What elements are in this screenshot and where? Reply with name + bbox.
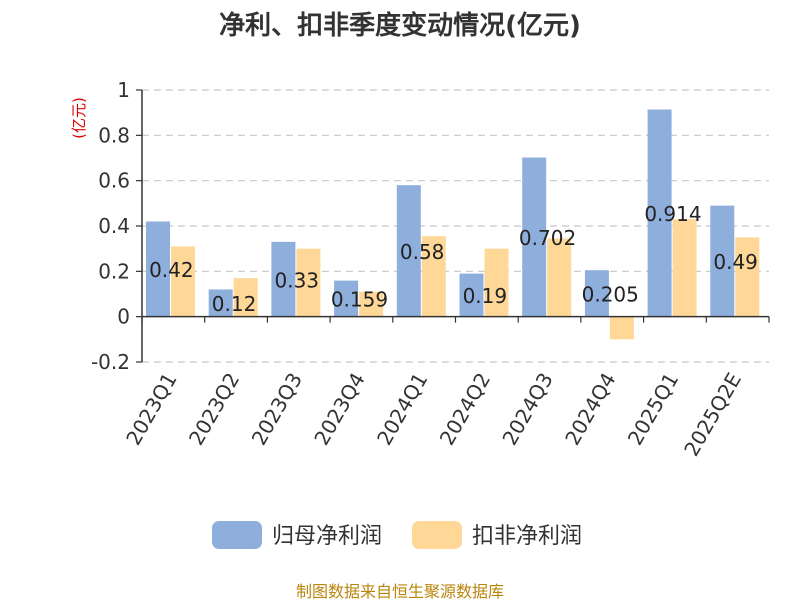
bar-net-profit[interactable] <box>208 289 233 317</box>
bar-net-profit[interactable] <box>584 270 609 317</box>
x-tick-label: 2023Q3 <box>247 369 307 450</box>
bar-net-profit[interactable] <box>459 273 484 317</box>
bars <box>146 109 760 340</box>
data-label: 0.19 <box>463 284 508 308</box>
bar-net-profit[interactable] <box>522 157 547 317</box>
data-labels: 0.42 0.12 0.33 0.159 0.58 0.19 0.702 0.205 0.914… <box>149 202 758 316</box>
y-tick-label: 1 <box>117 78 130 102</box>
y-axis-ticks: 1 0.8 0.6 0.4 0.2 0 -0.2 <box>91 78 142 374</box>
x-tick-label: 2024Q2 <box>435 369 495 450</box>
x-tick-label: 2025Q2E <box>679 369 746 461</box>
bar-net-profit[interactable] <box>647 109 672 317</box>
x-tick-label: 2024Q1 <box>372 369 432 450</box>
bar-net-profit[interactable] <box>396 185 421 317</box>
y-axis-unit: (亿元) <box>70 97 88 139</box>
bar-non-recurring-net-profit[interactable] <box>359 291 384 317</box>
bar-non-recurring-net-profit[interactable] <box>233 278 258 317</box>
bar-non-recurring-net-profit[interactable] <box>609 316 634 340</box>
x-tick-label: 2023Q2 <box>184 369 244 450</box>
bar-net-profit[interactable] <box>146 221 170 317</box>
source-note: 制图数据来自恒生聚源数据库 <box>296 582 504 600</box>
legend-item[interactable]: 归母净利润 <box>212 521 382 549</box>
data-label: 0.42 <box>149 258 194 282</box>
bar-net-profit[interactable] <box>271 241 296 317</box>
data-label: 0.159 <box>331 288 388 312</box>
data-label: 0.205 <box>582 282 639 306</box>
bar-non-recurring-net-profit[interactable] <box>421 236 446 317</box>
y-tick-label: 0 <box>117 305 130 329</box>
legend-label: 扣非净利润 <box>472 524 582 549</box>
x-tick-label: 2025Q1 <box>623 369 683 450</box>
legend[interactable]: 归母净利润 扣非净利润 <box>212 521 582 549</box>
x-tick-label: 2023Q4 <box>309 369 369 450</box>
legend-swatch <box>212 521 262 549</box>
data-label: 0.58 <box>400 240 445 264</box>
y-tick-label: -0.2 <box>91 350 130 374</box>
data-label: 0.12 <box>212 292 257 316</box>
bar-non-recurring-net-profit[interactable] <box>735 237 760 317</box>
data-label: 0.33 <box>274 268 319 292</box>
legend-item[interactable]: 扣非净利润 <box>412 521 582 549</box>
y-tick-label: 0.8 <box>98 123 130 147</box>
y-tick-label: 0.2 <box>98 259 130 283</box>
x-tick-label: 2023Q1 <box>121 369 181 450</box>
bar-net-profit[interactable] <box>710 205 735 317</box>
legend-swatch <box>412 521 462 549</box>
data-label: 0.914 <box>644 202 701 226</box>
bar-non-recurring-net-profit[interactable] <box>171 246 195 317</box>
bar-non-recurring-net-profit[interactable] <box>296 248 321 317</box>
legend-label: 归母净利润 <box>272 524 382 549</box>
chart-title: 净利、扣非季度变动情况(亿元) <box>219 10 581 41</box>
x-tick-label: 2024Q4 <box>560 369 620 450</box>
bar-non-recurring-net-profit[interactable] <box>672 219 697 317</box>
x-tick-label: 2024Q3 <box>497 369 557 450</box>
y-tick-label: 0.4 <box>98 214 130 238</box>
bar-non-recurring-net-profit[interactable] <box>484 248 509 317</box>
data-label: 0.49 <box>713 250 758 274</box>
data-label: 0.702 <box>519 226 576 250</box>
bar-non-recurring-net-profit[interactable] <box>547 238 572 317</box>
bar-net-profit[interactable] <box>334 280 359 317</box>
x-axis-ticks: 2023Q1 2023Q2 2023Q3 2023Q4 2024Q1 2024Q2 2024… <box>121 316 770 461</box>
y-tick-label: 0.6 <box>98 169 130 193</box>
